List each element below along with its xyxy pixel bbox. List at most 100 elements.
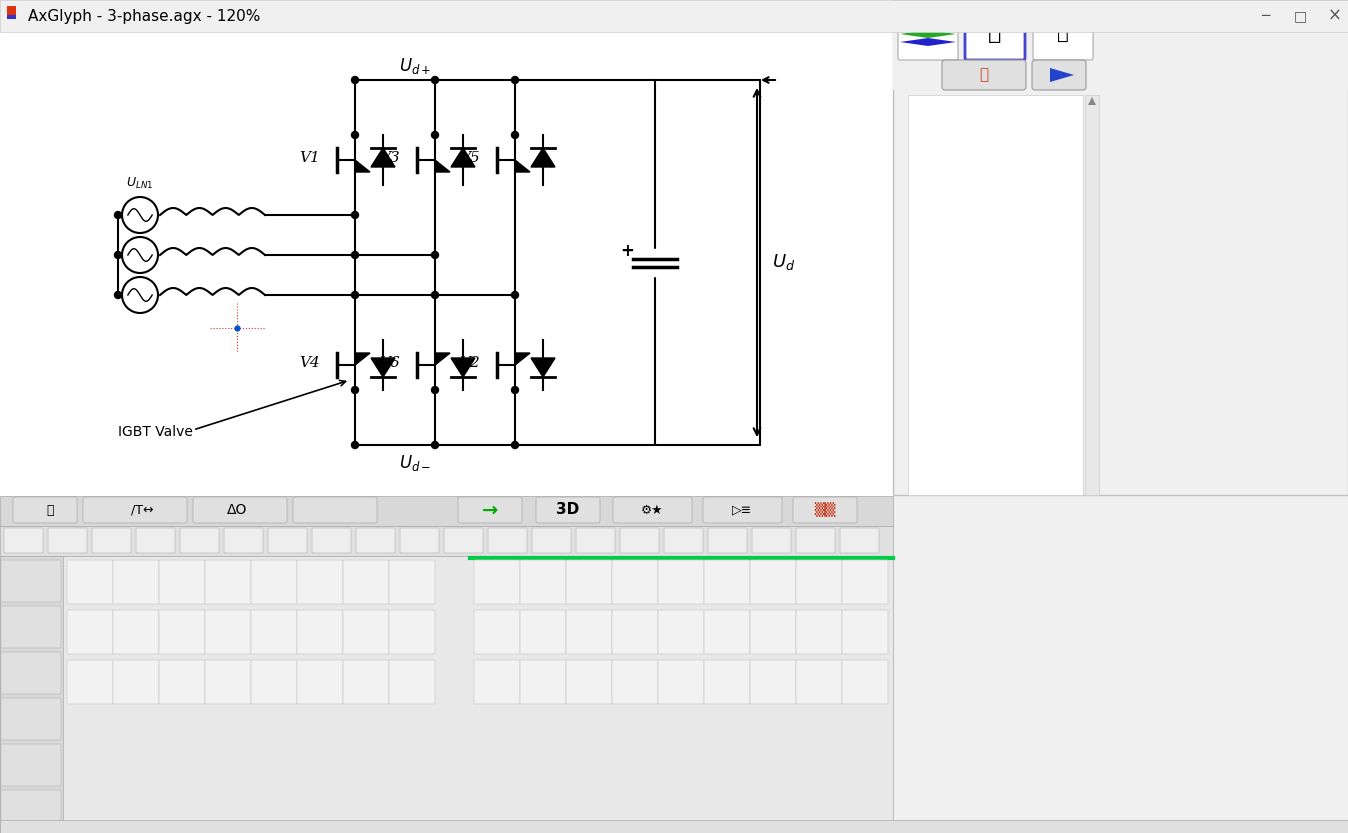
Text: ▷≡: ▷≡ [732,503,752,516]
Text: V6: V6 [379,356,400,370]
FancyBboxPatch shape [612,560,658,604]
Circle shape [115,252,121,258]
Circle shape [352,212,359,218]
Polygon shape [531,358,555,377]
Text: 🎨: 🎨 [988,23,1002,43]
FancyBboxPatch shape [566,560,612,604]
FancyBboxPatch shape [658,660,704,704]
FancyBboxPatch shape [520,660,566,704]
Text: $U_{LN3}$: $U_{LN3}$ [127,256,154,271]
Bar [0,820,1348,833]
Bar [0,556,892,833]
FancyBboxPatch shape [458,497,522,523]
FancyBboxPatch shape [390,610,435,654]
FancyBboxPatch shape [793,497,857,523]
Text: →: → [481,501,499,520]
FancyBboxPatch shape [797,610,842,654]
FancyBboxPatch shape [67,660,113,704]
FancyBboxPatch shape [1,652,61,694]
Circle shape [431,132,438,138]
FancyBboxPatch shape [797,560,842,604]
FancyBboxPatch shape [342,610,390,654]
FancyBboxPatch shape [474,610,520,654]
Bar [0,496,892,526]
Text: 🎥: 🎥 [1057,23,1069,42]
FancyBboxPatch shape [620,528,659,553]
FancyBboxPatch shape [1033,6,1093,60]
FancyBboxPatch shape [704,497,782,523]
FancyBboxPatch shape [752,528,791,553]
FancyBboxPatch shape [842,660,888,704]
Text: IGBT Valve: IGBT Valve [119,425,193,439]
Text: ⏱: ⏱ [980,67,988,82]
FancyBboxPatch shape [658,610,704,654]
FancyBboxPatch shape [749,610,797,654]
Polygon shape [515,160,530,172]
FancyBboxPatch shape [566,610,612,654]
FancyBboxPatch shape [224,528,263,553]
FancyBboxPatch shape [159,560,205,604]
Circle shape [123,237,158,273]
FancyBboxPatch shape [1,744,61,786]
Circle shape [511,77,519,83]
FancyBboxPatch shape [251,660,297,704]
Polygon shape [371,358,395,377]
FancyBboxPatch shape [159,610,205,654]
FancyBboxPatch shape [942,60,1026,90]
FancyBboxPatch shape [842,610,888,654]
FancyBboxPatch shape [390,660,435,704]
FancyBboxPatch shape [4,528,43,553]
FancyBboxPatch shape [898,6,958,60]
Bar [892,0,1348,495]
Bar [0,556,63,833]
FancyBboxPatch shape [749,560,797,604]
FancyBboxPatch shape [704,610,749,654]
Polygon shape [452,358,474,377]
FancyBboxPatch shape [1,790,61,832]
Circle shape [352,77,359,83]
Polygon shape [371,148,395,167]
Circle shape [352,387,359,393]
FancyBboxPatch shape [113,610,159,654]
Circle shape [115,212,121,218]
FancyBboxPatch shape [205,560,251,604]
Polygon shape [435,160,450,172]
FancyBboxPatch shape [13,497,77,523]
FancyBboxPatch shape [520,560,566,604]
FancyBboxPatch shape [965,6,1024,60]
FancyBboxPatch shape [297,610,342,654]
FancyBboxPatch shape [612,610,658,654]
FancyBboxPatch shape [293,497,377,523]
Polygon shape [531,148,555,167]
FancyBboxPatch shape [474,560,520,604]
FancyBboxPatch shape [181,528,218,553]
Polygon shape [900,38,956,46]
Text: $U_{d+}$: $U_{d+}$ [399,56,431,76]
Circle shape [352,441,359,448]
Text: ⚙★: ⚙★ [640,503,663,516]
Text: V1: V1 [299,151,319,165]
Text: V2: V2 [460,356,480,370]
Bar [892,32,1348,90]
Bar [7,6,16,15]
Circle shape [352,252,359,258]
Polygon shape [515,353,530,365]
Bar [0,526,892,556]
Text: V5: V5 [460,151,480,165]
FancyBboxPatch shape [840,528,879,553]
Bar [0,32,892,496]
FancyBboxPatch shape [92,528,131,553]
FancyBboxPatch shape [1,698,61,740]
Text: ─: ─ [1260,9,1270,23]
FancyBboxPatch shape [159,660,205,704]
Circle shape [511,132,519,138]
FancyBboxPatch shape [251,610,297,654]
Polygon shape [1088,97,1096,105]
FancyBboxPatch shape [400,528,439,553]
FancyBboxPatch shape [67,560,113,604]
FancyBboxPatch shape [613,497,692,523]
FancyBboxPatch shape [205,660,251,704]
FancyBboxPatch shape [488,528,527,553]
FancyBboxPatch shape [749,660,797,704]
FancyBboxPatch shape [704,560,749,604]
